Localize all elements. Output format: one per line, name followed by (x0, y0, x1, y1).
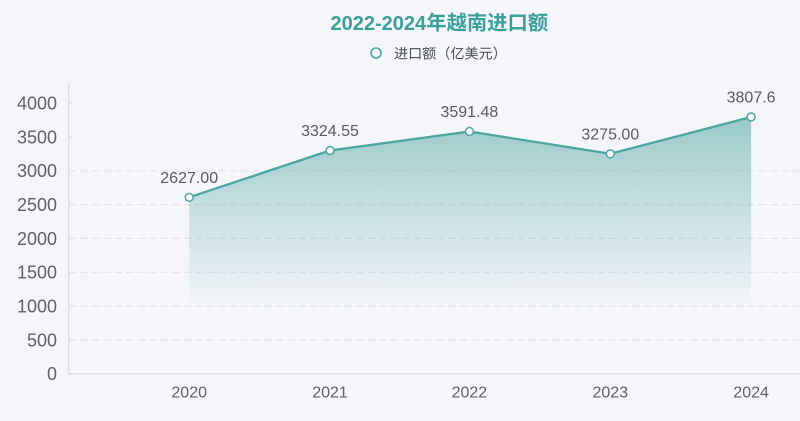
svg-text:1500: 1500 (17, 263, 57, 283)
svg-text:1000: 1000 (17, 297, 57, 317)
svg-text:2022-2024: 2022-2024 (331, 13, 428, 35)
svg-text:2021: 2021 (312, 384, 348, 401)
svg-text:3807.6: 3807.6 (727, 90, 776, 107)
svg-text:2024: 2024 (733, 384, 769, 401)
svg-text:3591.48: 3591.48 (440, 104, 498, 121)
svg-text:2023: 2023 (593, 384, 629, 401)
svg-text:500: 500 (27, 330, 57, 350)
svg-text:4000: 4000 (17, 94, 57, 114)
svg-text:2022: 2022 (452, 384, 488, 401)
svg-text:3000: 3000 (17, 161, 57, 181)
svg-text:3275.00: 3275.00 (581, 127, 639, 144)
svg-text:3500: 3500 (17, 127, 57, 147)
svg-text:0: 0 (47, 364, 57, 384)
svg-text:3324.55: 3324.55 (301, 123, 359, 140)
svg-text:2500: 2500 (17, 195, 57, 215)
svg-text:2000: 2000 (17, 229, 57, 249)
svg-text:2627.00: 2627.00 (160, 170, 218, 187)
svg-text:2020: 2020 (171, 384, 207, 401)
